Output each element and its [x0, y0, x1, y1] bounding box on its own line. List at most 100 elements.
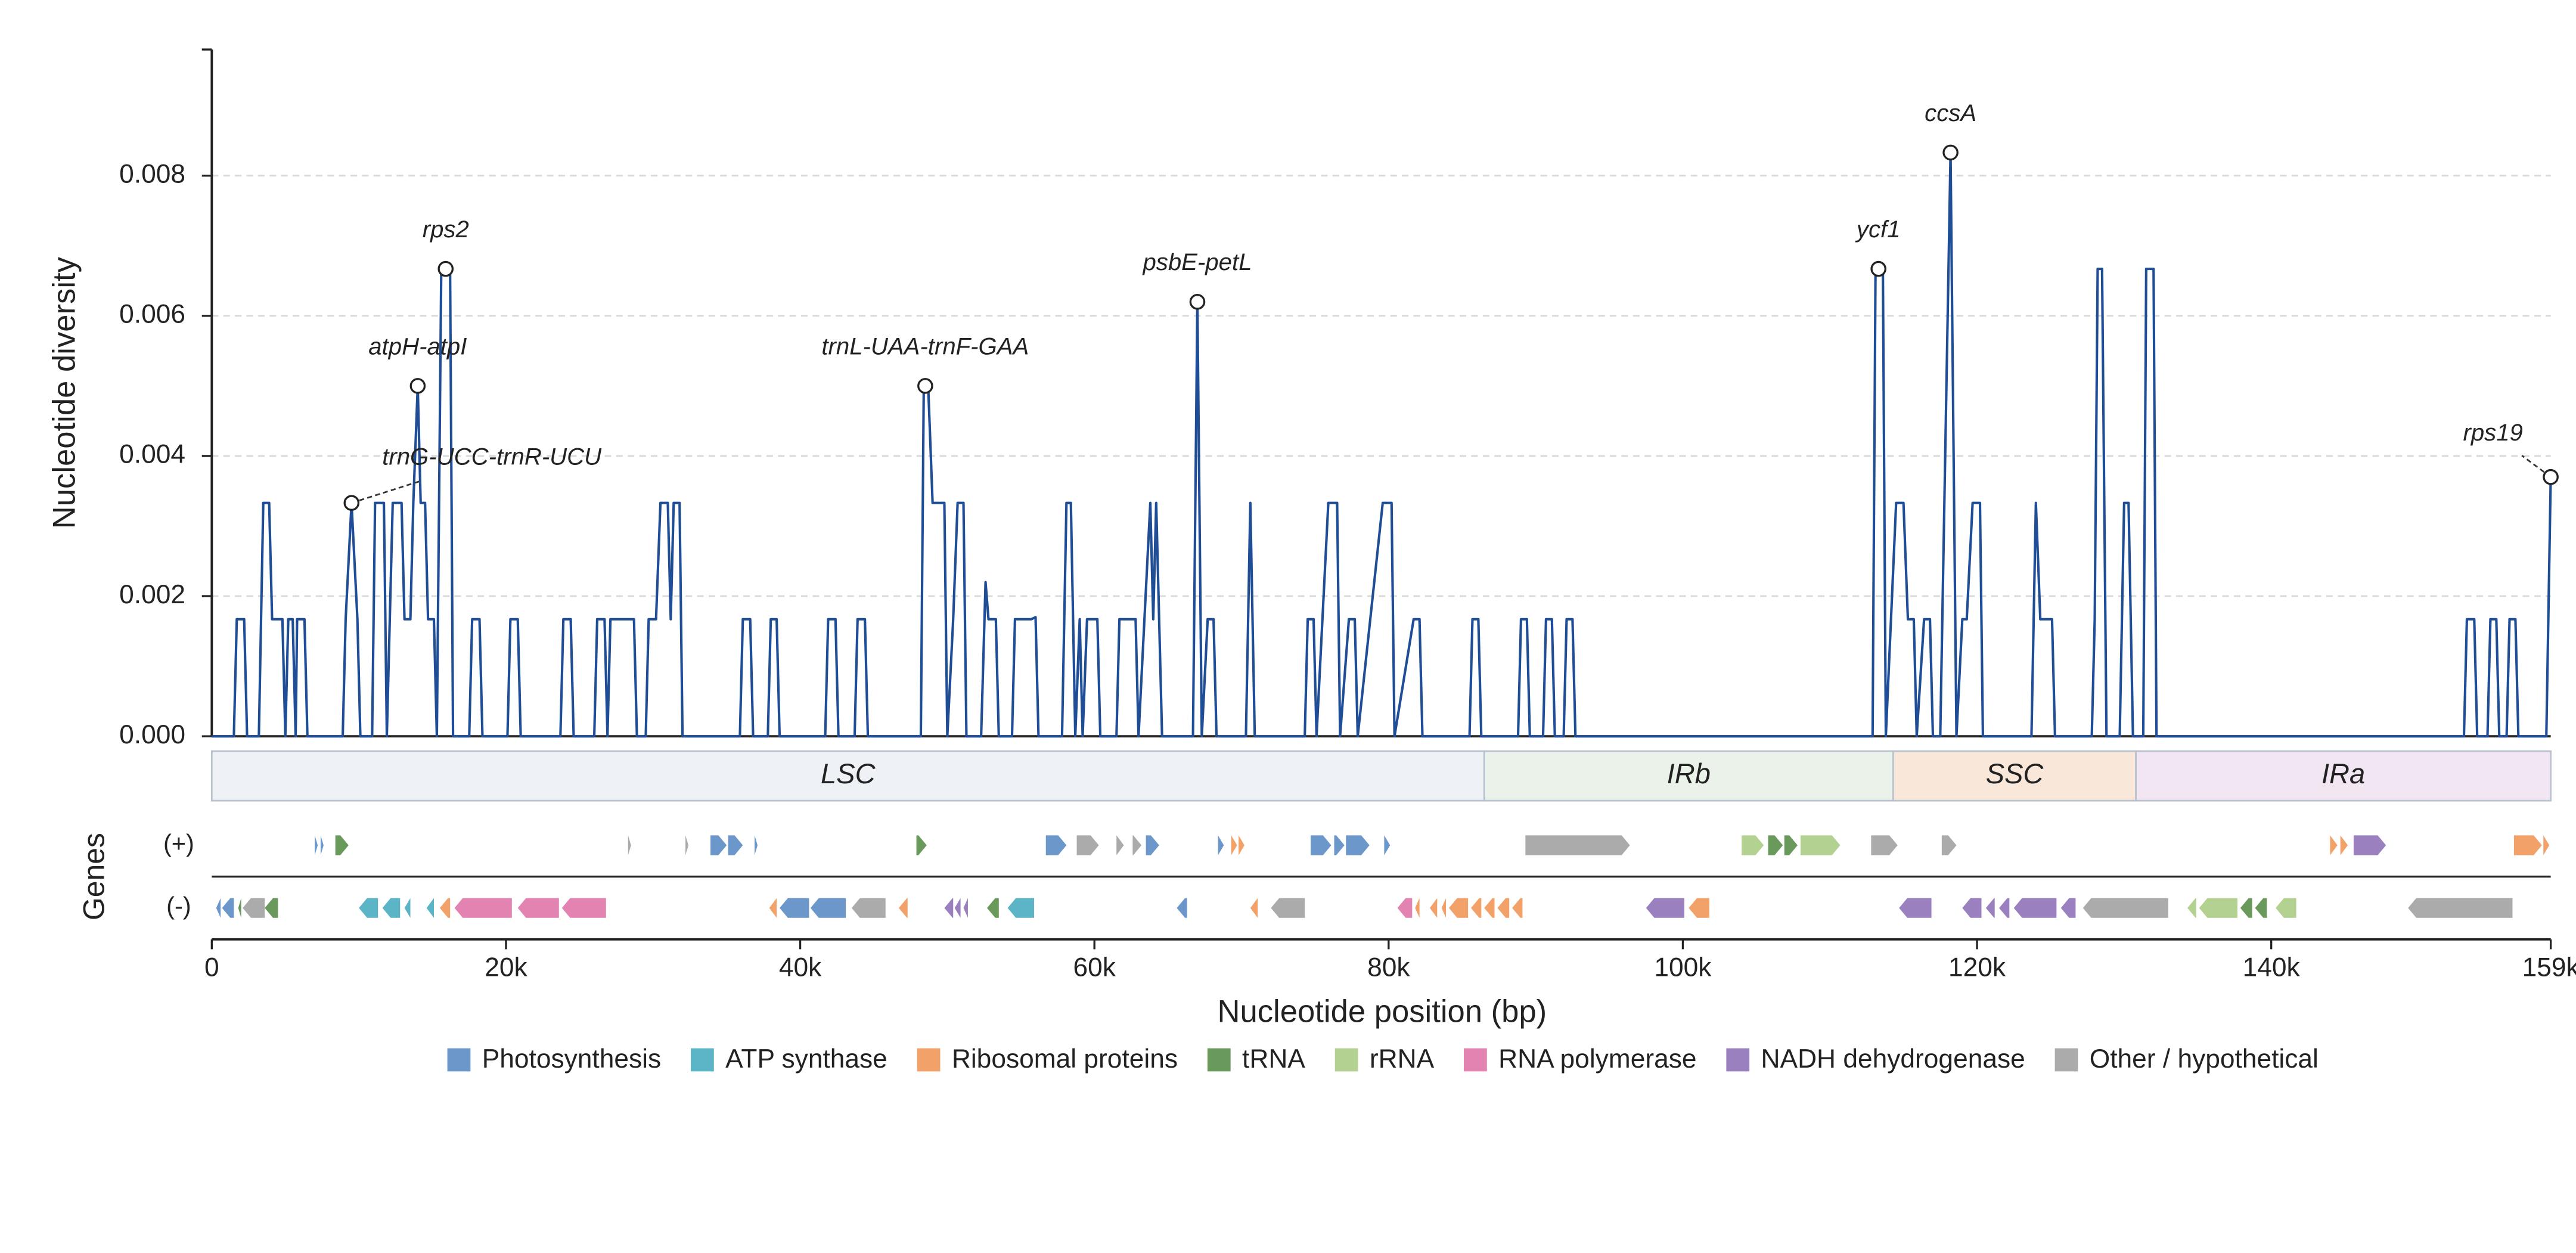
gene-arrow — [243, 898, 265, 918]
gene-arrow — [1429, 898, 1438, 918]
annotation-label: rps19 — [2463, 419, 2522, 446]
gene-arrow — [1441, 898, 1447, 918]
annotation-label: atpH-atpI — [368, 333, 467, 359]
region-label: IRb — [1667, 758, 1711, 789]
gene-arrow — [2255, 898, 2267, 918]
region-band — [1892, 750, 2137, 802]
gene-arrow — [916, 835, 927, 855]
y-tick-label: 0.000 — [119, 720, 185, 749]
gene-arrow — [1397, 898, 1413, 918]
gene-arrow — [1941, 835, 1957, 855]
x-tick-label: 0 — [204, 953, 219, 982]
legend-swatch — [1464, 1048, 1487, 1072]
gene-arrow — [851, 898, 886, 918]
gene-arrow — [1334, 835, 1345, 855]
gene-arrow — [2543, 835, 2550, 855]
gene-arrow — [898, 898, 908, 918]
gene-arrow — [1384, 835, 1391, 855]
gene-arrow — [1512, 898, 1523, 918]
gene-arrow — [216, 898, 221, 918]
y-tick-label: 0.002 — [119, 580, 185, 609]
gene-arrow — [1742, 835, 1764, 855]
legend-label: Other / hypothetical — [2090, 1044, 2319, 1074]
annotation-label: psbE-petL — [1142, 249, 1252, 275]
gene-arrow — [1985, 898, 1995, 918]
gene-arrow — [1271, 898, 1305, 918]
annotation-label: rps2 — [423, 216, 469, 243]
annotation-marker — [2543, 469, 2559, 485]
gene-arrow — [755, 835, 758, 855]
region-band — [1483, 750, 1894, 802]
gene-arrow — [2013, 898, 2057, 918]
gene-arrow — [1239, 835, 1244, 855]
gene-arrow — [710, 835, 727, 855]
gene-arrow — [954, 898, 961, 918]
gene-arrow — [1525, 835, 1630, 855]
gene-arrow — [1076, 835, 1099, 855]
gene-arrow — [2340, 835, 2348, 855]
legend-label: tRNA — [1242, 1044, 1305, 1074]
gene-arrow — [1346, 835, 1370, 855]
annotation-leader — [2521, 455, 2552, 478]
gene-arrow — [238, 898, 241, 918]
gene-arrow — [1045, 835, 1067, 855]
gene-arrow — [517, 898, 559, 918]
gene-arrow — [2240, 898, 2252, 918]
gene-arrow — [685, 835, 689, 855]
gene-arrow — [1116, 835, 1124, 855]
gene-arrow — [769, 898, 777, 918]
legend-label: Ribosomal proteins — [952, 1044, 1178, 1074]
gene-arrow — [454, 898, 512, 918]
strand-label: (-) — [166, 892, 191, 920]
gene-arrow — [359, 898, 378, 918]
gene-arrow — [1784, 835, 1798, 855]
y-tick-label: 0.006 — [119, 300, 185, 329]
annotation-marker — [437, 260, 454, 277]
legend-swatch — [917, 1048, 941, 1072]
gene-arrow — [2330, 835, 2338, 855]
region-band — [2135, 750, 2552, 802]
gene-arrow — [561, 898, 606, 918]
annotation-label: ccsA — [1925, 100, 1976, 126]
gene-arrow — [1800, 835, 1841, 855]
gene-arrow — [2082, 898, 2168, 918]
legend-label: rRNA — [1370, 1044, 1435, 1074]
legend-swatch — [1726, 1048, 1750, 1072]
x-tick-label: 40k — [779, 953, 822, 982]
x-tick-label: 100k — [1654, 953, 1712, 982]
legend-swatch — [691, 1048, 714, 1072]
x-tick-label: 20k — [485, 953, 527, 982]
gene-arrow — [2276, 898, 2296, 918]
gene-arrow — [1646, 898, 1684, 918]
legend-swatch — [1207, 1048, 1231, 1072]
gene-arrow — [1484, 898, 1495, 918]
gene-arrow — [1250, 898, 1258, 918]
x-tick-label: 159k — [2522, 953, 2576, 982]
legend-swatch — [2054, 1048, 2078, 1072]
x-tick-label: 140k — [2243, 953, 2301, 982]
x-tick-label: 120k — [1948, 953, 2006, 982]
gene-arrow — [2353, 835, 2386, 855]
gene-arrow — [265, 898, 278, 918]
annotation-marker — [917, 378, 933, 394]
gene-arrow — [2187, 898, 2196, 918]
gene-arrow — [1497, 898, 1510, 918]
gene-arrow — [320, 835, 324, 855]
gene-arrow — [1132, 835, 1142, 855]
legend-label: NADH dehydrogenase — [1761, 1044, 2025, 1074]
gene-arrow — [1218, 835, 1224, 855]
annotation-marker — [409, 378, 426, 394]
annotation-label: trnG-UCC-trnR-UCU — [382, 443, 602, 470]
gene-arrow — [1871, 835, 1898, 855]
gene-arrow — [1415, 898, 1420, 918]
annotation-leader — [351, 479, 422, 504]
x-axis-label: Nucleotide position (bp) — [1217, 994, 1547, 1029]
gene-arrow — [1471, 898, 1482, 918]
legend-swatch — [447, 1048, 471, 1072]
gene-arrow — [2199, 898, 2237, 918]
gene-arrow — [1899, 898, 1932, 918]
gene-arrow — [1999, 898, 2010, 918]
